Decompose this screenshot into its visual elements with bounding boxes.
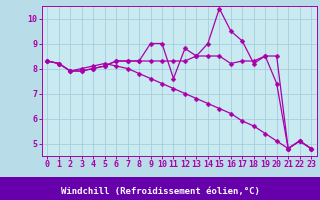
Text: Windchill (Refroidissement éolien,°C): Windchill (Refroidissement éolien,°C) xyxy=(60,187,260,196)
